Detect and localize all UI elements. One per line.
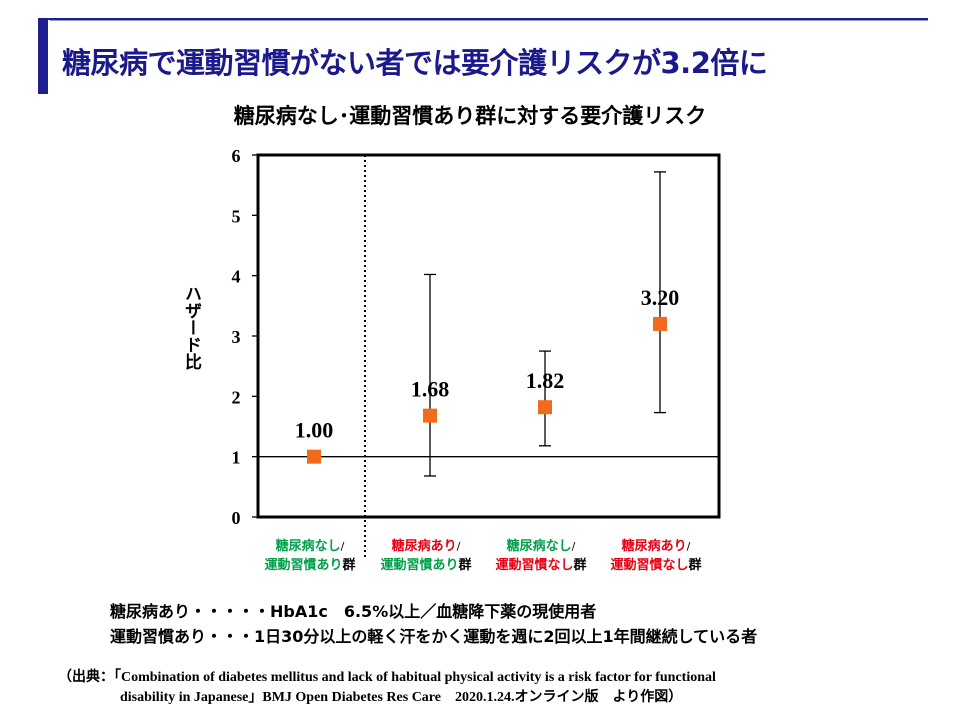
category-condition-1: 糖尿病あり	[391, 539, 457, 554]
category-line-1: 糖尿病あり/	[366, 537, 486, 556]
category-group-suffix: 群	[458, 558, 472, 573]
title-top-rule-thin	[50, 20, 928, 21]
category-condition-2: 運動習慣なし	[495, 558, 574, 573]
data-label: 3.20	[641, 285, 680, 310]
data-label: 1.82	[526, 368, 565, 393]
y-tick-label: 6	[232, 146, 241, 166]
category-separator: /	[340, 540, 345, 553]
category-condition-1: 糖尿病なし	[506, 539, 572, 554]
data-label: 1.68	[411, 377, 450, 402]
y-tick-label: 2	[232, 387, 241, 407]
category-condition-1: 糖尿病あり	[621, 539, 687, 554]
note-exercise-definition: 運動習慣あり・・・1日30分以上の軽く汗をかく運動を週に2回以上1年間継続してい…	[110, 627, 758, 646]
data-point	[538, 400, 552, 415]
x-category-label: 糖尿病あり/運動習慣なし群	[596, 537, 716, 575]
source-line-2: disability in Japanese」BMJ Open Diabetes…	[120, 690, 683, 705]
category-line-1: 糖尿病なし/	[250, 537, 370, 556]
y-tick-label: 1	[232, 448, 241, 468]
category-separator: /	[456, 540, 461, 553]
data-label: 1.00	[295, 418, 334, 443]
category-group-suffix: 群	[688, 558, 702, 573]
category-line-2: 運動習慣なし群	[481, 556, 601, 575]
x-category-label: 糖尿病なし/運動習慣あり群	[250, 537, 370, 575]
category-line-2: 運動習慣あり群	[366, 556, 486, 575]
data-point	[653, 316, 667, 331]
y-tick-label: 0	[232, 508, 241, 528]
slide-title: 糖尿病で運動習慣がない者では要介護リスクが3.2倍に	[62, 46, 768, 80]
source-citation: （出典：「Combination of diabetes mellitus an…	[58, 668, 948, 708]
category-line-1: 糖尿病なし/	[481, 537, 601, 556]
plot-frame	[256, 153, 721, 519]
category-separator: /	[571, 540, 576, 553]
category-line-2: 運動習慣あり群	[250, 556, 370, 575]
title-accent-bar	[38, 18, 48, 94]
y-tick-label: 3	[232, 327, 241, 347]
category-condition-2: 運動習慣なし	[610, 558, 689, 573]
note-diabetes-definition: 糖尿病あり・・・・・HbA1c 6.5%以上／血糖降下薬の現使用者	[110, 602, 597, 621]
chart-title: 糖尿病なし･運動習慣あり群に対する要介護リスク	[233, 104, 707, 128]
y-tick-label: 5	[232, 206, 241, 226]
data-point	[307, 449, 321, 464]
title-top-rule	[38, 18, 928, 20]
y-axis-label: ハザード比	[181, 285, 201, 370]
category-separator: /	[686, 540, 691, 553]
x-category-label: 糖尿病あり/運動習慣あり群	[366, 537, 486, 575]
category-group-suffix: 群	[573, 558, 587, 573]
category-condition-2: 運動習慣あり	[264, 558, 343, 573]
category-condition-2: 運動習慣あり	[380, 558, 459, 573]
source-line-1: （出典：「Combination of diabetes mellitus an…	[58, 670, 716, 685]
category-group-suffix: 群	[342, 558, 356, 573]
category-condition-1: 糖尿病なし	[275, 539, 341, 554]
data-point	[423, 408, 437, 423]
category-line-1: 糖尿病あり/	[596, 537, 716, 556]
y-tick-label: 4	[232, 267, 241, 287]
category-line-2: 運動習慣なし群	[596, 556, 716, 575]
x-category-label: 糖尿病なし/運動習慣なし群	[481, 537, 601, 575]
